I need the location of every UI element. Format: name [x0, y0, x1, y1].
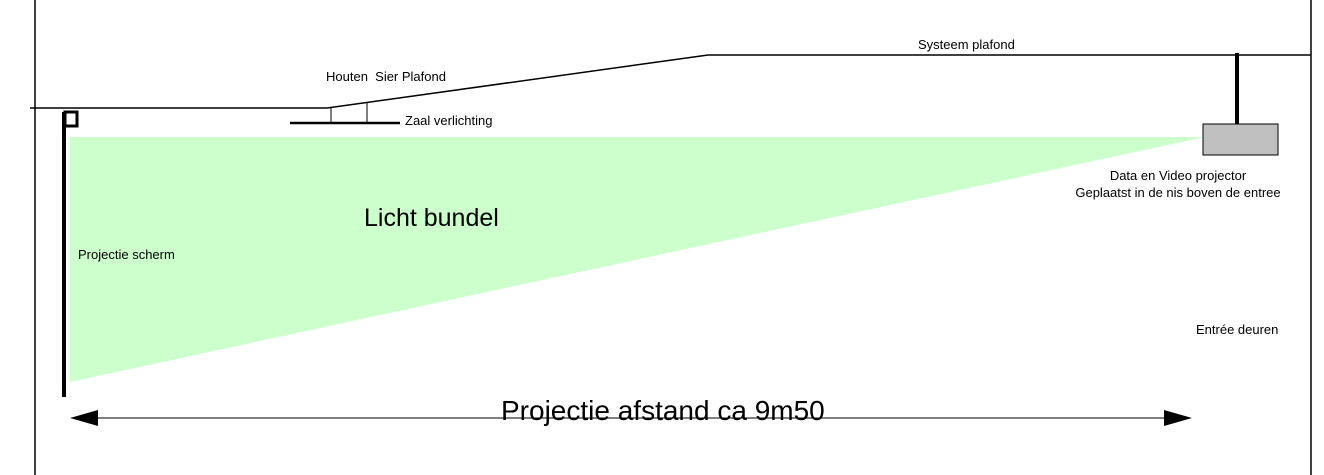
- projector-label-line2: Geplaatst in de nis boven de entree: [1075, 185, 1280, 200]
- projectie-scherm-label: Projectie scherm: [78, 247, 175, 262]
- licht-bundel-label: Licht bundel: [364, 204, 499, 232]
- light-beam: [70, 137, 1205, 382]
- ceiling-line: [30, 54, 1311, 109]
- houten-sier-plafond-label: Houten Sier Plafond: [326, 69, 446, 84]
- zaal-verlichting-label: Zaal verlichting: [405, 113, 492, 128]
- projectie-afstand-label: Projectie afstand ca 9m50: [501, 395, 825, 426]
- projector-label-line1: Data en Video projector: [1110, 168, 1247, 183]
- entree-deuren-label: Entrée deuren: [1196, 322, 1278, 337]
- projector-icon: [1202, 53, 1279, 156]
- systeem-plafond-label: Systeem plafond: [918, 37, 1015, 52]
- double-arrow-icon: [70, 410, 1192, 426]
- projection-screen-icon: [62, 110, 79, 397]
